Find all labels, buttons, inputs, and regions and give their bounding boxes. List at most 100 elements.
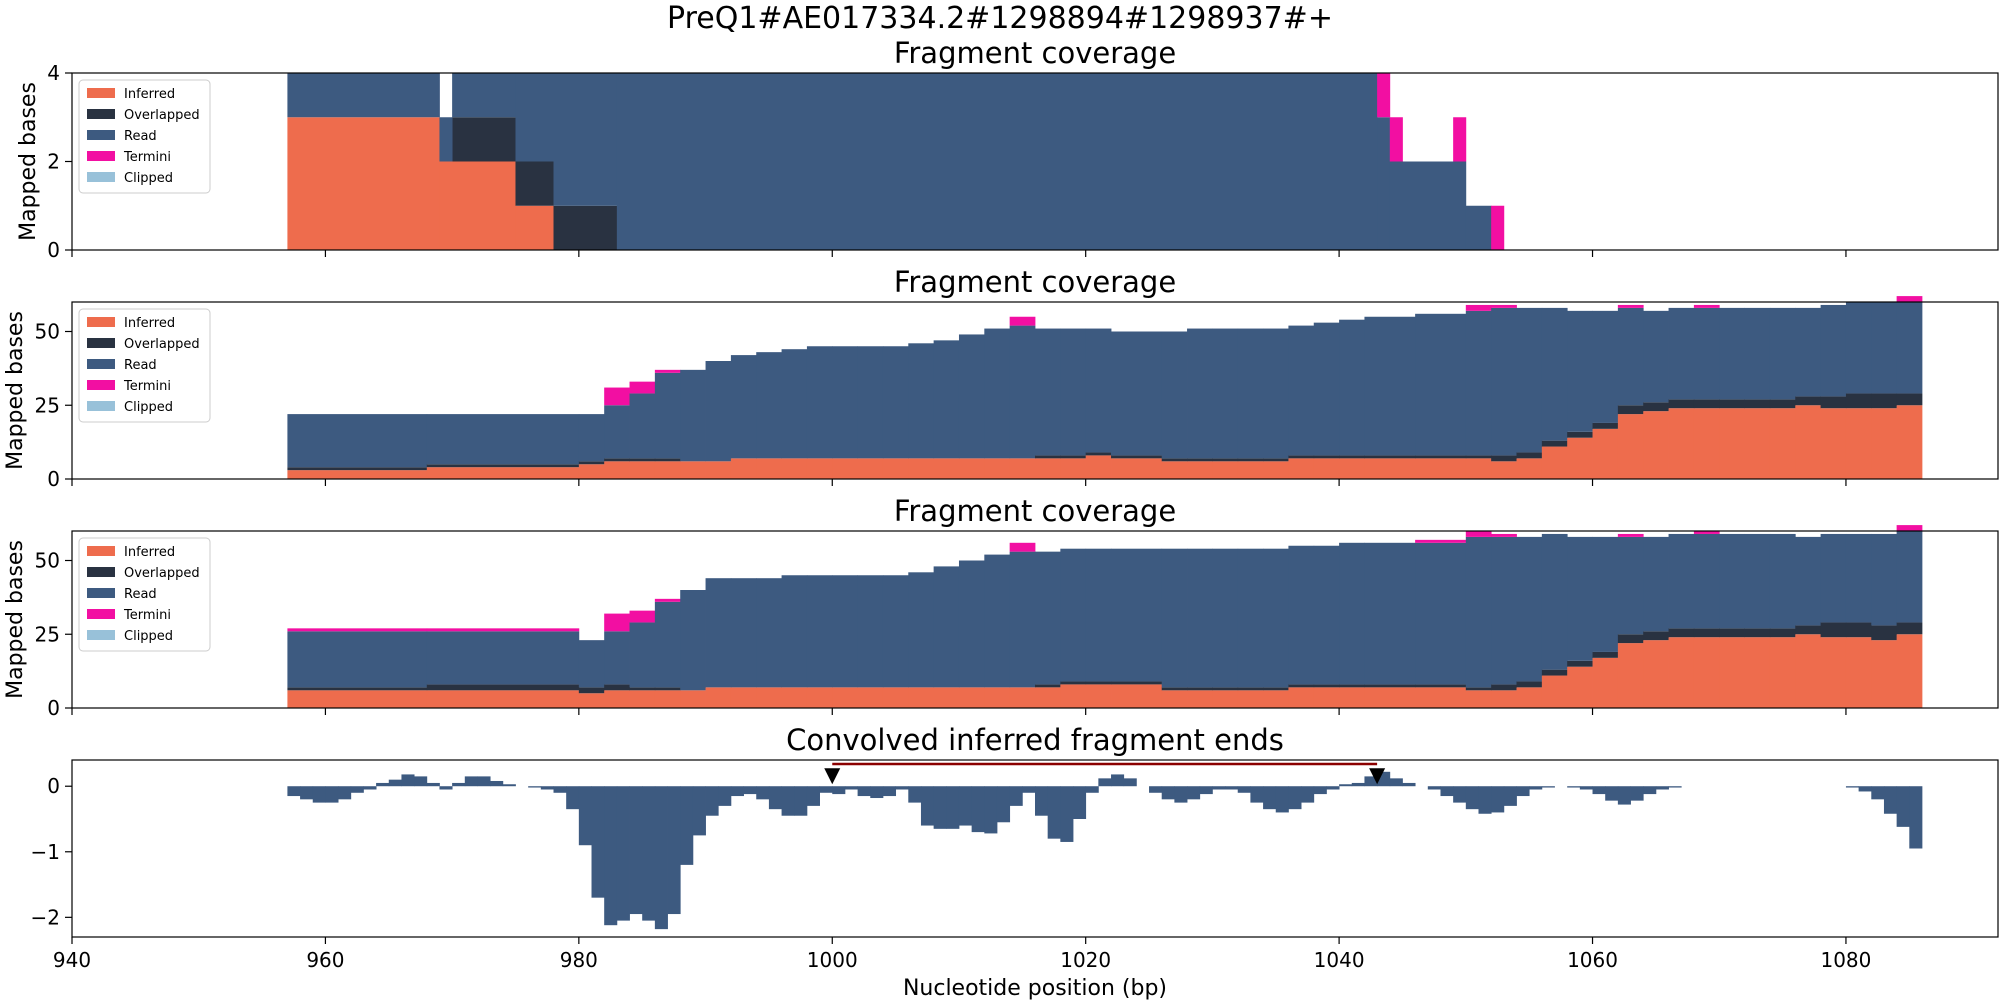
y-tick-label: 50 xyxy=(35,549,60,573)
coverage-bar-read xyxy=(629,393,656,459)
coverage-bar-termini xyxy=(1415,539,1467,543)
signal-bar xyxy=(1073,786,1087,819)
coverage-bar-inferred xyxy=(1744,408,1771,479)
coverage-bar-read xyxy=(426,631,580,685)
coverage-bar-read xyxy=(604,405,630,459)
coverage-bar-termini xyxy=(629,381,656,394)
legend: Inferred Overlapped Read Termini Clipped xyxy=(78,79,211,194)
coverage-bar-read xyxy=(933,340,960,459)
coverage-bar-read xyxy=(1288,545,1315,685)
coverage-bar-termini xyxy=(287,628,428,632)
coverage-bar-overlapped xyxy=(1719,399,1745,409)
coverage-bar-termini xyxy=(1465,304,1492,311)
coverage-bar-read xyxy=(553,73,618,206)
coverage-bar-read xyxy=(439,117,453,162)
coverage-bar-read xyxy=(1795,307,1822,397)
signal-bar xyxy=(1250,786,1264,803)
coverage-bar-termini xyxy=(1617,304,1644,308)
coverage-bar-read xyxy=(1237,548,1264,688)
coverage-bar-read xyxy=(287,73,440,118)
coverage-bar-read xyxy=(1744,533,1771,629)
legend-label: Clipped xyxy=(124,400,173,415)
coverage-bar-overlapped xyxy=(1212,687,1239,691)
coverage-bar-overlapped xyxy=(1465,687,1492,691)
coverage-bar-inferred xyxy=(1516,458,1543,479)
coverage-bar-inferred xyxy=(1111,684,1163,708)
coverage-bar-overlapped xyxy=(1339,684,1365,688)
subplot-1: Fragment coverage Inferred Overlapped Read T… xyxy=(16,36,1999,262)
coverage-bar-overlapped xyxy=(1541,669,1568,676)
plot-area xyxy=(287,73,1505,250)
coverage-bar-inferred xyxy=(1719,637,1745,708)
coverage-bar-inferred xyxy=(629,690,656,708)
subplot-title: Fragment coverage xyxy=(894,265,1176,299)
x-axis-label: Nucleotide position (bp) xyxy=(903,976,1167,1000)
coverage-bar-read xyxy=(1212,328,1239,459)
coverage-bar-termini xyxy=(629,610,656,623)
coverage-bar-inferred xyxy=(832,458,859,479)
axes-frame xyxy=(71,301,1999,480)
coverage-bar-read xyxy=(1617,307,1644,406)
coverage-bar-termini xyxy=(1465,531,1492,537)
coverage-bar-overlapped xyxy=(604,458,630,462)
legend-swatch-read xyxy=(87,588,115,598)
x-axis xyxy=(71,250,1847,257)
signal-bar xyxy=(920,786,935,826)
coverage-bar-read xyxy=(730,355,757,459)
signal-bar xyxy=(1909,786,1923,849)
coverage-bar-inferred xyxy=(578,464,605,479)
signal-bar xyxy=(1351,782,1365,787)
coverage-bar-overlapped xyxy=(1237,687,1264,691)
signal-bar xyxy=(1301,786,1315,803)
signal-bar xyxy=(1111,774,1125,787)
coverage-bar-termini xyxy=(1491,533,1517,537)
signal-bar xyxy=(477,776,491,787)
coverage-bar-read xyxy=(857,575,884,688)
y-axis: 0 25 50 Mapped bases xyxy=(3,540,72,720)
legend-swatch-inferred xyxy=(87,546,115,556)
coverage-bar-inferred xyxy=(1668,637,1695,708)
coverage-bar-overlapped xyxy=(1491,684,1517,691)
coverage-bar-read xyxy=(806,575,833,688)
signal-bar xyxy=(1326,786,1340,790)
coverage-bar-overlapped xyxy=(1313,455,1340,459)
coverage-bar-overlapped xyxy=(1744,628,1771,638)
legend-swatch-read xyxy=(87,130,115,140)
coverage-bar-inferred xyxy=(578,693,605,708)
coverage-bar-overlapped xyxy=(1795,625,1822,635)
signal-bar xyxy=(1503,786,1517,806)
coverage-bar-read xyxy=(680,369,706,462)
signal-bar xyxy=(616,786,630,921)
coverage-bar-termini xyxy=(604,387,630,406)
coverage-bar-read xyxy=(1364,542,1416,685)
y-tick-label: −2 xyxy=(31,905,60,929)
coverage-bar-inferred xyxy=(857,687,884,708)
signal-bar xyxy=(996,786,1011,823)
coverage-bar-inferred xyxy=(908,687,935,708)
legend-label: Read xyxy=(124,587,157,602)
coverage-bar-overlapped xyxy=(604,684,630,691)
coverage-bar-inferred xyxy=(1212,690,1239,708)
coverage-bar-read xyxy=(1516,536,1543,682)
coverage-bar-read xyxy=(705,578,732,688)
legend-label: Read xyxy=(124,129,157,144)
signal-bar xyxy=(1440,786,1454,797)
coverage-bar-inferred xyxy=(1541,675,1568,708)
coverage-bar-overlapped xyxy=(1212,458,1239,462)
signal-bar xyxy=(1199,786,1213,795)
coverage-bar-overlapped xyxy=(1035,455,1061,459)
signal-bar xyxy=(1858,786,1872,792)
signal-bar xyxy=(528,786,542,788)
signal-bar xyxy=(1009,786,1023,806)
signal-bar xyxy=(452,782,466,787)
legend-label: Inferred xyxy=(124,87,175,102)
coverage-bar-overlapped xyxy=(1161,687,1188,691)
signal-bar xyxy=(870,786,884,799)
legend-label: Inferred xyxy=(124,316,175,331)
coverage-bar-termini xyxy=(1009,542,1036,552)
coverage-bar-read xyxy=(882,575,909,688)
signal-bar xyxy=(806,786,820,806)
coverage-bar-inferred xyxy=(1288,458,1315,479)
signal-bar xyxy=(946,786,960,829)
signal-bar xyxy=(1643,786,1657,795)
